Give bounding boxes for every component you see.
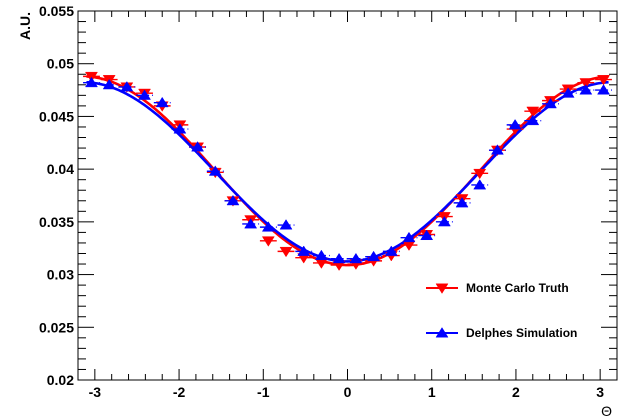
data-point	[279, 246, 293, 258]
y-tick-label: 0.03	[47, 267, 74, 283]
data-point	[279, 219, 293, 230]
y-tick-label: 0.055	[39, 3, 74, 19]
data-point	[85, 76, 98, 88]
data-point	[191, 141, 205, 152]
series-points	[83, 76, 612, 264]
data-point	[244, 218, 258, 229]
x-tick-label: 1	[428, 384, 436, 400]
legend: Monte Carlo Truth Delphes Simulation	[426, 281, 577, 340]
legend-label: Monte Carlo Truth	[466, 281, 569, 295]
data-point	[297, 245, 311, 256]
x-axis-title: Θ	[601, 403, 612, 419]
data-point	[226, 194, 240, 206]
data-point	[102, 78, 116, 90]
data-point	[173, 123, 187, 134]
data-point	[402, 231, 416, 243]
data-point	[526, 114, 540, 126]
y-tick-label: 0.05	[47, 56, 74, 72]
data-point	[420, 229, 434, 241]
data-point	[261, 221, 275, 232]
y-tick-label: 0.035	[39, 214, 74, 230]
data-point	[208, 165, 222, 176]
data-point	[579, 78, 593, 89]
data-points-layer	[83, 71, 612, 271]
data-point	[544, 97, 557, 109]
data-point	[261, 236, 275, 247]
data-point	[384, 245, 398, 256]
y-axis-title: A.U.	[17, 12, 33, 40]
legend-label: Delphes Simulation	[466, 326, 577, 340]
y-tick-label: 0.045	[39, 108, 74, 124]
data-point	[120, 81, 134, 92]
data-point	[473, 168, 487, 180]
data-point	[579, 84, 593, 95]
data-point	[508, 118, 522, 130]
data-point	[437, 215, 451, 227]
x-tick-label: -1	[257, 384, 270, 400]
legend-marker	[435, 283, 449, 294]
y-tick-label: 0.04	[47, 161, 74, 177]
plot-frame	[77, 10, 618, 381]
data-point	[526, 106, 540, 118]
data-point	[314, 249, 328, 261]
data-point	[490, 144, 504, 155]
data-point	[597, 75, 610, 86]
plot-frame-layer	[77, 10, 618, 381]
data-point	[349, 252, 363, 264]
x-tick-label: -2	[173, 384, 186, 400]
data-point	[473, 179, 487, 190]
data-point	[367, 250, 381, 262]
data-point	[155, 96, 169, 108]
x-tick-label: -3	[89, 384, 102, 400]
y-tick-label: 0.02	[47, 372, 74, 388]
data-point	[597, 84, 610, 95]
axis-ticks-layer: -3 -2 -1 0 1 2 3 0.02 0.025 0.03 0.035 0.04 0.045 0.0…	[39, 3, 618, 400]
data-point	[455, 197, 469, 208]
data-point	[138, 89, 151, 100]
x-tick-label: 3	[596, 384, 604, 400]
y-tick-label: 0.025	[39, 319, 74, 335]
legend-marker	[435, 327, 449, 338]
x-tick-label: 0	[344, 384, 352, 400]
data-point	[332, 252, 346, 264]
x-tick-label: 2	[512, 384, 520, 400]
data-point	[561, 87, 575, 98]
